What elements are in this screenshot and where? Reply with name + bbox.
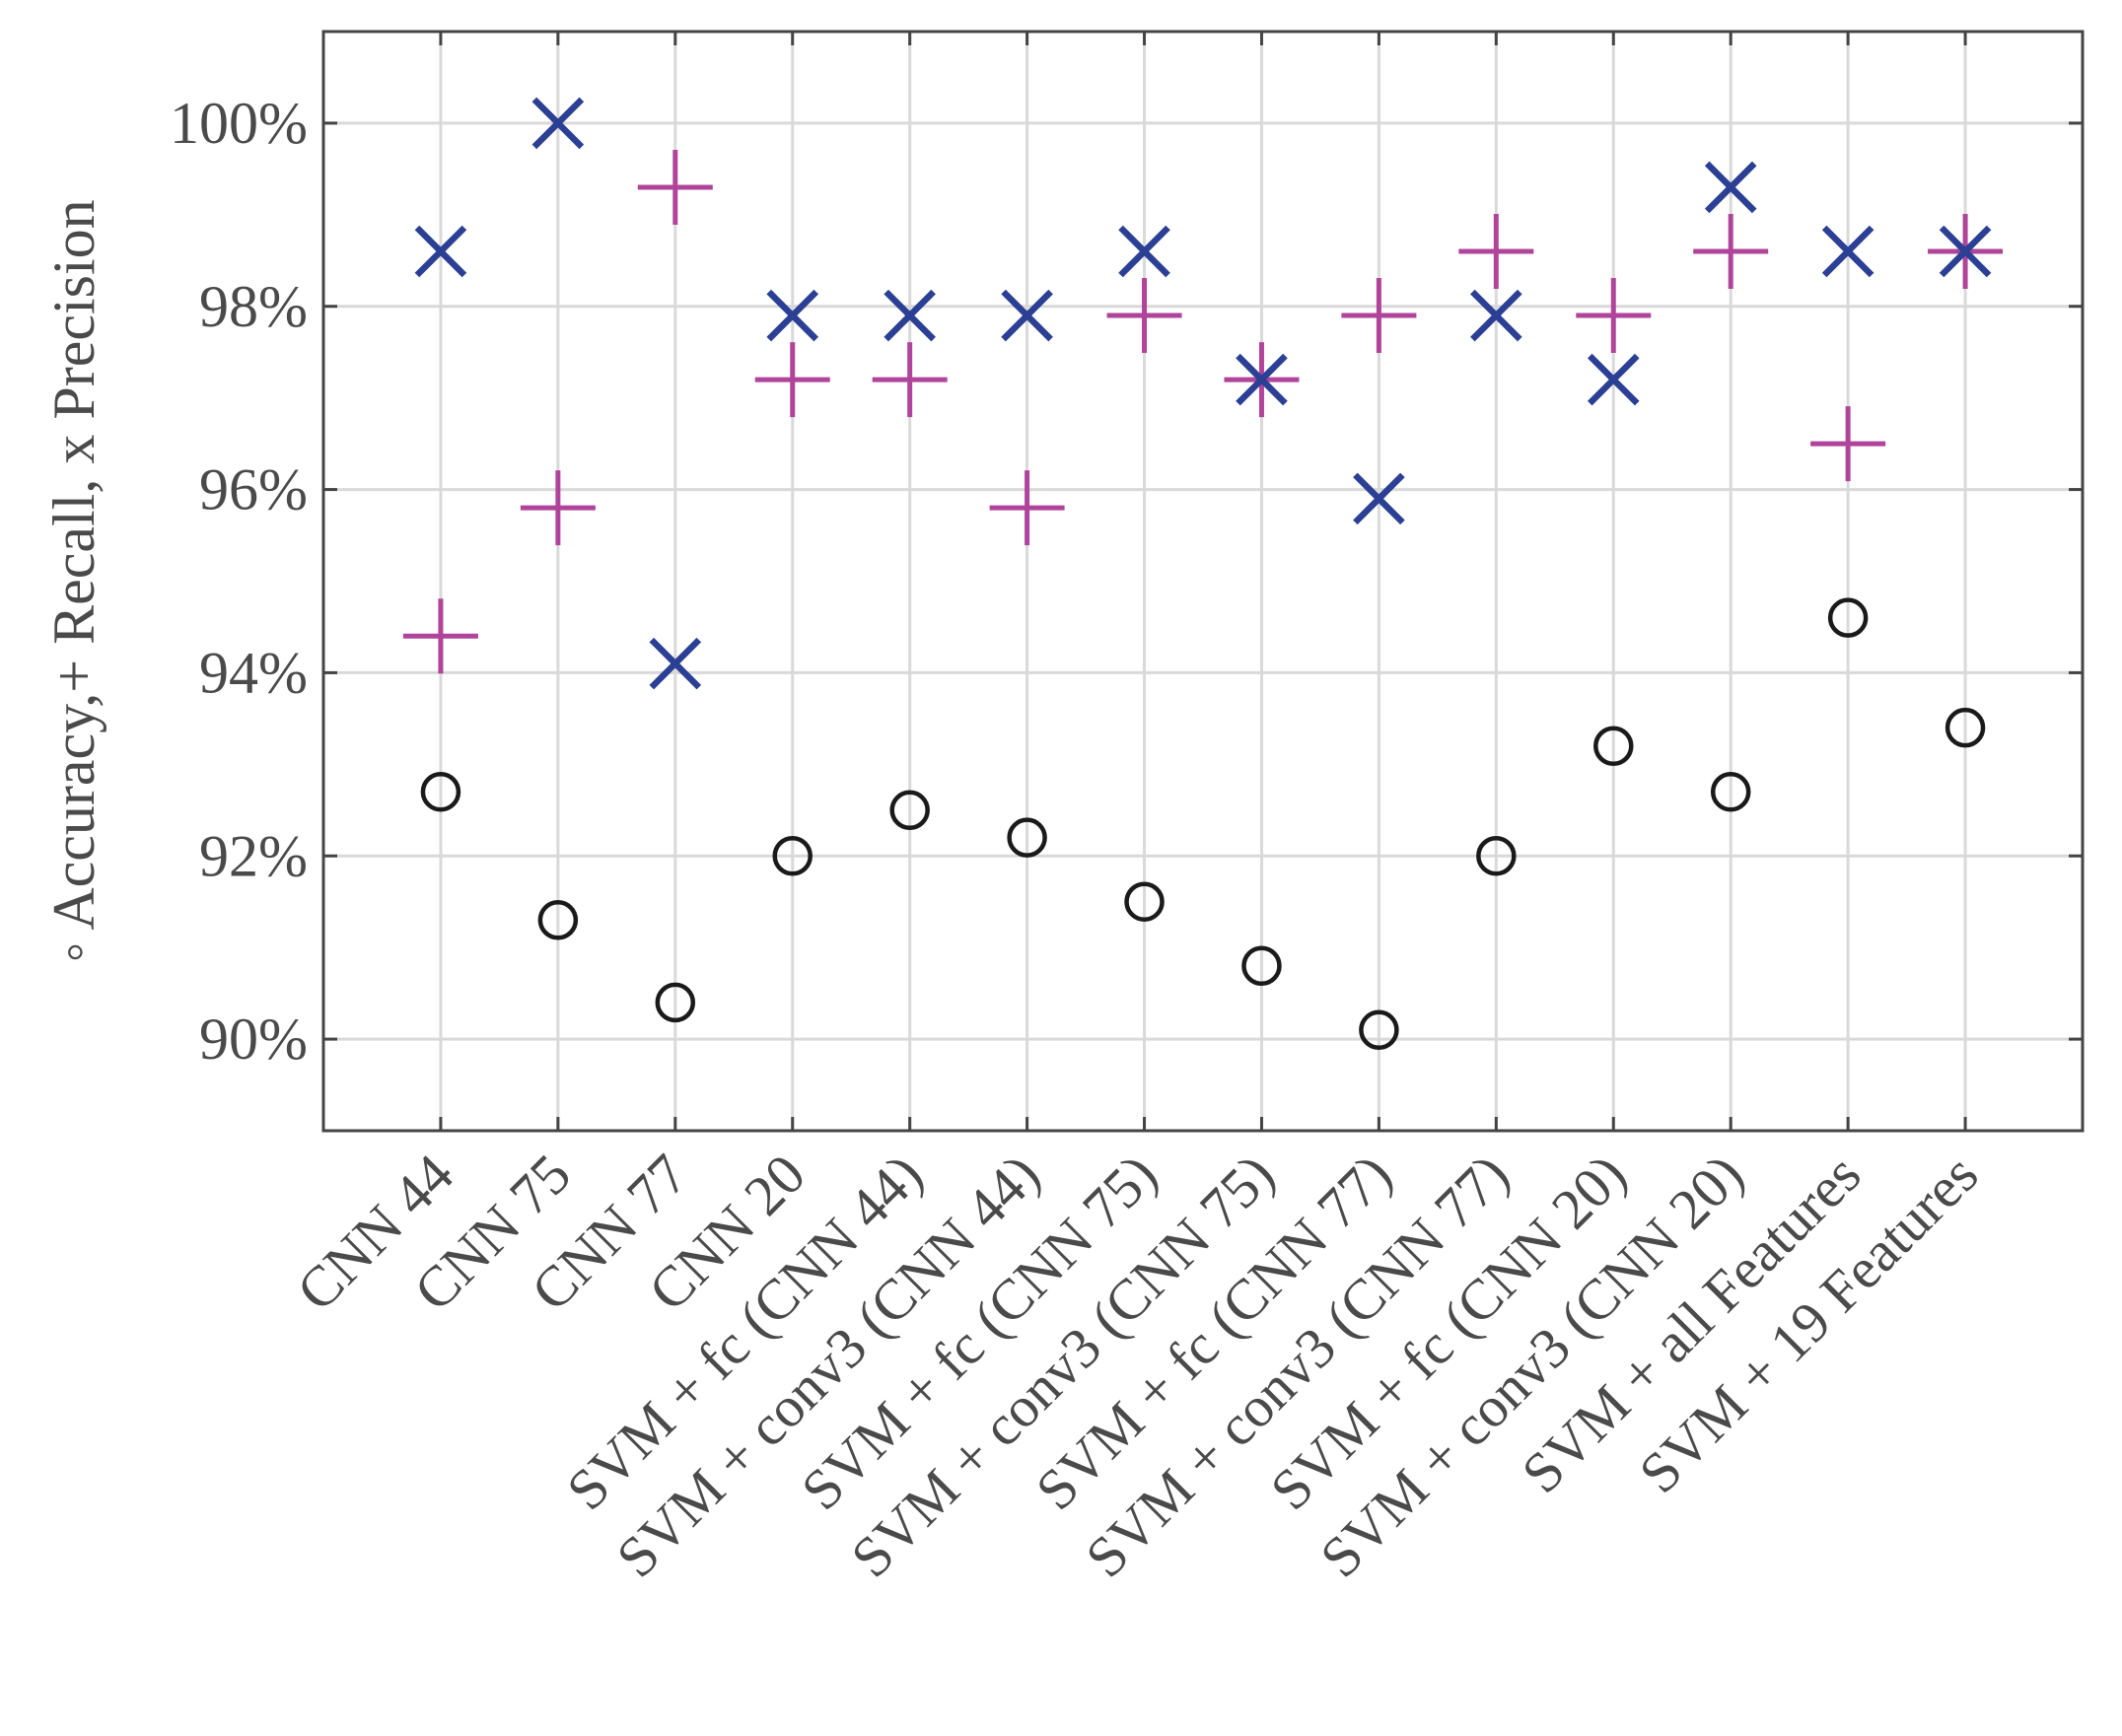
accuracy-point xyxy=(1359,1009,1399,1051)
accuracy-point xyxy=(537,900,579,940)
precision-point-stroke xyxy=(884,289,936,342)
recall-point xyxy=(1341,278,1417,354)
series-recall xyxy=(402,149,2004,674)
precision-point xyxy=(1236,353,1288,406)
recall-point xyxy=(1693,214,1769,289)
accuracy-point xyxy=(1593,726,1634,766)
accuracy-point xyxy=(1945,707,1986,748)
recall-point xyxy=(637,149,713,225)
recall-point xyxy=(754,342,830,418)
precision-point xyxy=(1587,353,1640,406)
recall-point xyxy=(872,342,948,418)
accuracy-point xyxy=(1124,881,1165,922)
precision-point-stroke xyxy=(414,225,467,278)
precision-point-stroke xyxy=(649,637,702,690)
accuracy-point xyxy=(420,771,461,812)
precision-point xyxy=(1704,161,1757,214)
precision-point xyxy=(531,97,585,150)
recall-point xyxy=(402,598,478,674)
precision-point xyxy=(1118,225,1170,278)
precision-point-stroke xyxy=(1821,225,1874,278)
precision-point-stroke xyxy=(1118,225,1170,278)
precision-point-stroke xyxy=(1587,353,1640,406)
precision-point-stroke xyxy=(1353,472,1405,525)
precision-point xyxy=(1939,225,1992,278)
precision-point-stroke xyxy=(766,289,819,342)
precision-point-stroke xyxy=(531,97,585,150)
accuracy-point xyxy=(889,790,930,831)
precision-point xyxy=(1353,472,1405,525)
precision-point xyxy=(1821,225,1874,278)
accuracy-point xyxy=(1476,836,1517,876)
accuracy-point xyxy=(1710,771,1751,812)
precision-point-stroke xyxy=(1939,225,1992,278)
precision-point-stroke xyxy=(1704,161,1757,214)
accuracy-point xyxy=(1241,945,1282,986)
accuracy-point xyxy=(655,982,696,1023)
precision-point-stroke xyxy=(1236,353,1288,406)
accuracy-point xyxy=(1007,817,1047,858)
series-accuracy xyxy=(420,597,1986,1051)
precision-point-stroke xyxy=(1470,289,1522,342)
recall-point xyxy=(989,470,1065,546)
recall-point xyxy=(520,470,596,546)
axis-ticks xyxy=(323,32,2083,1131)
precision-point xyxy=(649,637,702,690)
precision-point xyxy=(1470,289,1522,342)
recall-point xyxy=(1458,214,1534,289)
precision-point-stroke xyxy=(1001,289,1053,342)
precision-point xyxy=(766,289,819,342)
precision-point xyxy=(884,289,936,342)
recall-point xyxy=(1106,278,1182,354)
precision-point xyxy=(414,225,467,278)
accuracy-point xyxy=(772,836,813,876)
y-axis-label: ◦ Accuracy,+ Recall, x Precision xyxy=(41,199,106,962)
y-tick-label: 90% xyxy=(199,1007,308,1072)
plot-frame xyxy=(321,30,2085,1133)
y-tick-label: 96% xyxy=(199,457,308,522)
y-tick-label: 100% xyxy=(170,91,308,156)
y-tick-label: 94% xyxy=(199,640,308,705)
y-tick-label: 98% xyxy=(199,274,308,339)
precision-point xyxy=(1001,289,1053,342)
y-tick-label: 92% xyxy=(199,823,308,888)
recall-point xyxy=(1576,278,1652,354)
data-markers xyxy=(402,97,2004,1051)
series-precision xyxy=(414,97,1992,690)
recall-point xyxy=(1810,406,1886,482)
accuracy-point xyxy=(1827,597,1869,638)
y-tick-labels: 90% 92% 94% 96% 98% 100% xyxy=(170,91,308,1072)
